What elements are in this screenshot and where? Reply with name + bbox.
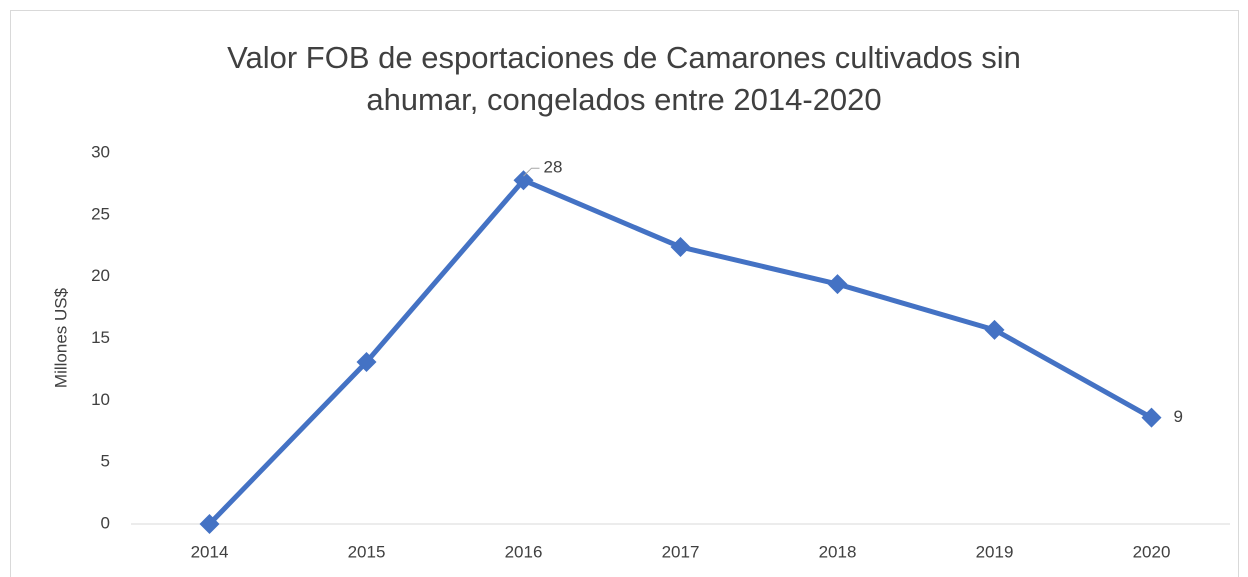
y-tick-label: 0 (101, 513, 110, 532)
y-tick-label: 30 (91, 142, 110, 161)
chart-title: ahumar, congelados entre 2014-2020 (366, 82, 881, 117)
x-tick-label: 2019 (976, 542, 1014, 561)
marker (199, 514, 220, 534)
data-label: 9 (1174, 407, 1183, 426)
marker (356, 351, 377, 372)
y-tick-label: 5 (101, 452, 110, 471)
x-tick-label: 2020 (1133, 542, 1171, 561)
marker (670, 236, 691, 257)
x-tick-label: 2014 (191, 542, 229, 561)
marker (827, 274, 848, 295)
leader-line (523, 167, 540, 177)
y-tick-label: 25 (91, 204, 110, 223)
y-axis-label: Millones US$ (51, 287, 70, 388)
x-tick-label: 2018 (819, 542, 857, 561)
y-tick-label: 15 (91, 328, 110, 347)
marker (513, 170, 534, 191)
y-tick-label: 20 (91, 266, 110, 285)
data-label: 28 (544, 158, 563, 177)
marker (984, 319, 1005, 340)
x-tick-label: 2015 (348, 542, 386, 561)
y-tick-label: 10 (91, 390, 110, 409)
chart-border (10, 10, 1239, 577)
marker (1141, 407, 1162, 428)
chart-title: Valor FOB de esportaciones de Camarones … (227, 40, 1021, 75)
x-tick-label: 2016 (505, 542, 543, 561)
x-tick-label: 2017 (662, 542, 700, 561)
